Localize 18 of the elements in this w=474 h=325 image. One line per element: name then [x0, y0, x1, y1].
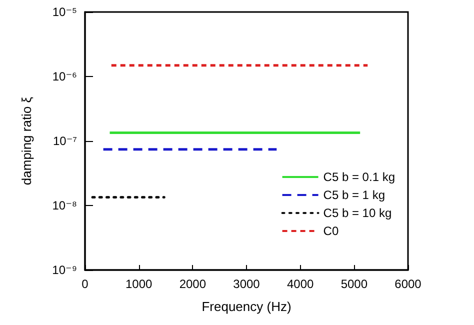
legend-label: C5 b = 10 kg	[323, 206, 392, 220]
x-tick-label: 1000	[125, 277, 153, 291]
x-tick-label: 5000	[340, 277, 368, 291]
y-tick-label: 10⁻⁷	[52, 134, 77, 148]
y-tick-label: 10⁻⁵	[52, 5, 78, 19]
y-axis-title: damping ratio ξ	[19, 96, 34, 186]
legend-label: C5 b = 1 kg	[323, 188, 386, 202]
y-tick-label: 10⁻⁸	[52, 198, 77, 212]
x-tick-label: 2000	[179, 277, 206, 291]
x-tick-label: 3000	[233, 277, 260, 291]
x-tick-label: 6000	[394, 277, 422, 291]
legend-label: C0	[323, 224, 339, 238]
x-tick-label: 4000	[286, 277, 314, 291]
x-tick-label: 0	[82, 277, 89, 291]
x-axis-title: Frequency (Hz)	[202, 299, 292, 314]
legend-label: C5 b = 0.1 kg	[323, 170, 396, 184]
y-tick-label: 10⁻⁶	[52, 70, 78, 84]
y-tick-label: 10⁻⁹	[52, 263, 77, 277]
